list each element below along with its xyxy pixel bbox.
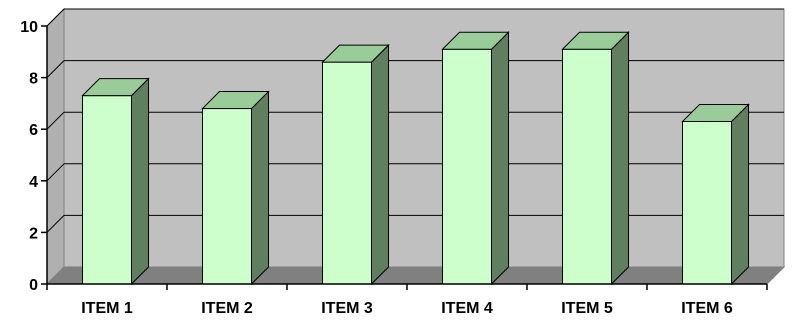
bar-front: [562, 48, 612, 285]
gridline-depth: [46, 215, 65, 233]
y-tick-labels: 0 2 4 6 8 10: [20, 19, 38, 294]
bar-side: [371, 43, 389, 286]
y-tick-label: 0: [29, 277, 38, 294]
bar-front: [322, 61, 372, 285]
bar: [441, 31, 510, 286]
x-tick-label: ITEM 6: [681, 300, 733, 317]
side-wall: [46, 7, 65, 286]
bar: [681, 103, 750, 286]
bar-side: [611, 31, 629, 286]
y-tick-label: 2: [29, 225, 38, 242]
bar-front: [82, 95, 132, 285]
x-tick-label: ITEM 4: [441, 300, 493, 317]
bar-top: [321, 44, 390, 63]
chart-floor: [45, 266, 786, 285]
bar-side: [251, 90, 269, 286]
gridline-depth: [46, 8, 65, 27]
x-tick-label: ITEM 2: [201, 300, 253, 317]
bar-front: [682, 120, 732, 285]
y-tick-label: 4: [29, 174, 38, 191]
bar-top: [201, 91, 270, 110]
x-tick-label: ITEM 1: [81, 300, 133, 317]
chart-back-wall: [46, 7, 785, 286]
x-tick-labels: ITEM 1 ITEM 2 ITEM 3 ITEM 4 ITEM 5 ITEM …: [81, 300, 733, 317]
bar-top: [441, 31, 510, 50]
x-tick-label: ITEM 3: [321, 300, 373, 317]
bar: [561, 31, 630, 286]
bar-side: [131, 77, 149, 286]
y-tick-label: 10: [20, 19, 38, 36]
gridline-depth: [46, 111, 65, 130]
bar: [201, 90, 270, 286]
bar-front: [202, 108, 252, 285]
gridline-depth: [46, 60, 65, 78]
bar-top: [681, 103, 750, 122]
y-tick-label: 8: [29, 71, 38, 88]
gridline-depth: [46, 163, 65, 182]
bars: [81, 31, 750, 286]
back-wall: [63, 8, 785, 268]
bar: [321, 43, 390, 286]
bar: [81, 77, 150, 286]
bar-side: [731, 103, 749, 286]
floor: [45, 266, 786, 285]
y-tick-label: 6: [29, 122, 38, 139]
x-tick-label: ITEM 5: [561, 300, 613, 317]
bar-side: [491, 31, 509, 286]
axes: [41, 25, 768, 290]
gridlines: [46, 8, 784, 233]
bar-top: [561, 31, 630, 50]
bar-top: [81, 78, 150, 97]
bar-front: [442, 48, 492, 285]
